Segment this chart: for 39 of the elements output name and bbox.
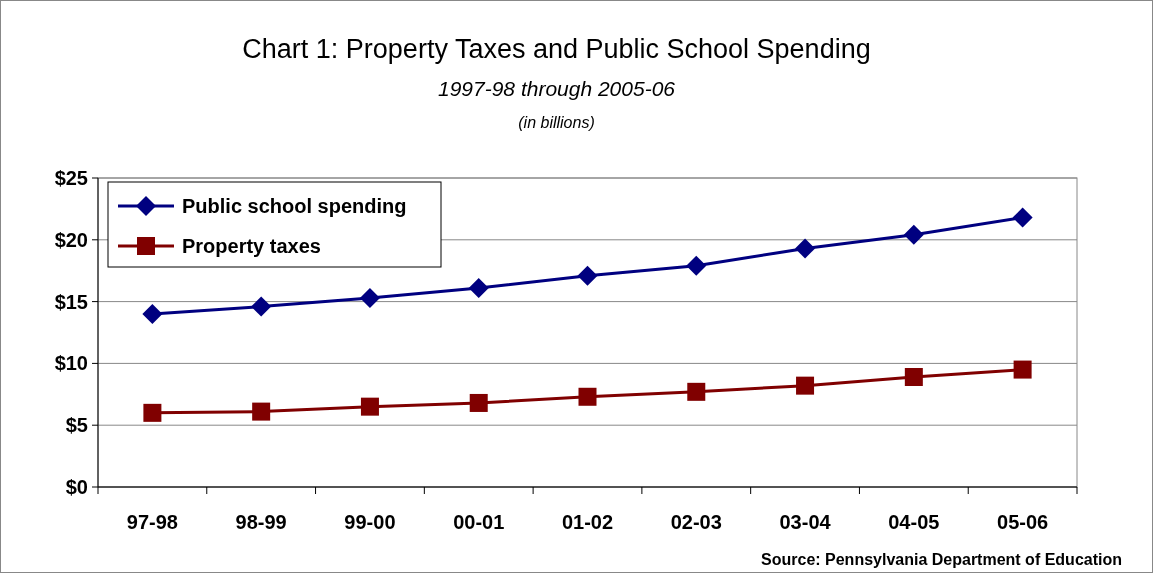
chart-subtitle: 1997-98 through 2005-06 <box>437 77 676 100</box>
x-tick-label: 04-05 <box>888 511 940 533</box>
point <box>796 376 815 395</box>
point <box>468 278 489 298</box>
x-tick-label: 01-02 <box>561 511 614 533</box>
x-tick-label: 05-06 <box>997 511 1049 533</box>
legend-label: Property taxes <box>182 235 321 257</box>
point <box>360 397 379 416</box>
x-tick-label: 00-01 <box>453 511 505 533</box>
y-tick-label: $15 <box>54 290 88 313</box>
x-tick-label: 02-03 <box>670 511 722 533</box>
point <box>1012 207 1033 228</box>
point <box>1013 360 1032 379</box>
point <box>359 287 380 308</box>
y-tick-label: $5 <box>65 414 88 437</box>
point <box>142 303 163 324</box>
text: (in billions) <box>518 114 595 131</box>
x-tick-label: 98-99 <box>235 511 287 533</box>
x-tick-label: 99-00 <box>344 511 396 533</box>
x-tick-label: 97-98 <box>126 511 178 533</box>
point <box>251 296 272 317</box>
source-note: Source: Pennsylvania Department of Education <box>761 551 1122 568</box>
point <box>578 387 597 406</box>
x-tick-label: 03-04 <box>779 511 832 533</box>
point <box>903 224 924 245</box>
chart-title: Chart 1: Property Taxes and Public School Spending <box>242 34 871 64</box>
y-tick-label: $10 <box>54 352 88 375</box>
point <box>143 403 162 422</box>
y-tick-label: $0 <box>65 476 88 498</box>
y-tick-label: $20 <box>54 228 88 251</box>
point <box>904 368 923 386</box>
point <box>686 255 707 276</box>
legend-label: Public school spending <box>182 195 407 217</box>
point <box>795 238 816 259</box>
point <box>252 402 271 421</box>
point <box>687 382 706 401</box>
y-tick-label: $25 <box>54 167 88 189</box>
point <box>469 393 488 412</box>
point <box>577 265 598 286</box>
